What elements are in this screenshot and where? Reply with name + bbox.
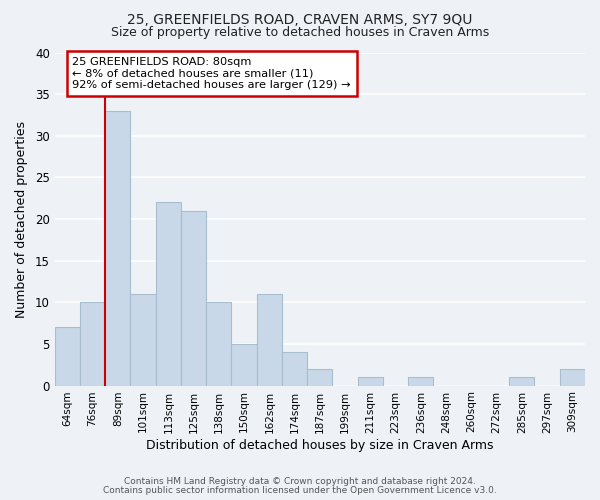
Bar <box>282 352 307 386</box>
Y-axis label: Number of detached properties: Number of detached properties <box>15 120 28 318</box>
Bar <box>181 210 206 386</box>
Bar <box>358 377 383 386</box>
Bar <box>560 369 585 386</box>
Text: 25 GREENFIELDS ROAD: 80sqm
← 8% of detached houses are smaller (11)
92% of semi-: 25 GREENFIELDS ROAD: 80sqm ← 8% of detac… <box>73 56 351 90</box>
Bar <box>257 294 282 386</box>
Text: Contains HM Land Registry data © Crown copyright and database right 2024.: Contains HM Land Registry data © Crown c… <box>124 477 476 486</box>
Bar <box>130 294 155 386</box>
Text: 25, GREENFIELDS ROAD, CRAVEN ARMS, SY7 9QU: 25, GREENFIELDS ROAD, CRAVEN ARMS, SY7 9… <box>127 12 473 26</box>
Bar <box>509 377 535 386</box>
Text: Size of property relative to detached houses in Craven Arms: Size of property relative to detached ho… <box>111 26 489 39</box>
Bar <box>206 302 232 386</box>
Bar <box>155 202 181 386</box>
Bar <box>105 111 130 386</box>
Bar <box>408 377 433 386</box>
Text: Contains public sector information licensed under the Open Government Licence v3: Contains public sector information licen… <box>103 486 497 495</box>
Bar <box>55 328 80 386</box>
Bar <box>232 344 257 386</box>
X-axis label: Distribution of detached houses by size in Craven Arms: Distribution of detached houses by size … <box>146 440 494 452</box>
Bar <box>80 302 105 386</box>
Bar <box>307 369 332 386</box>
